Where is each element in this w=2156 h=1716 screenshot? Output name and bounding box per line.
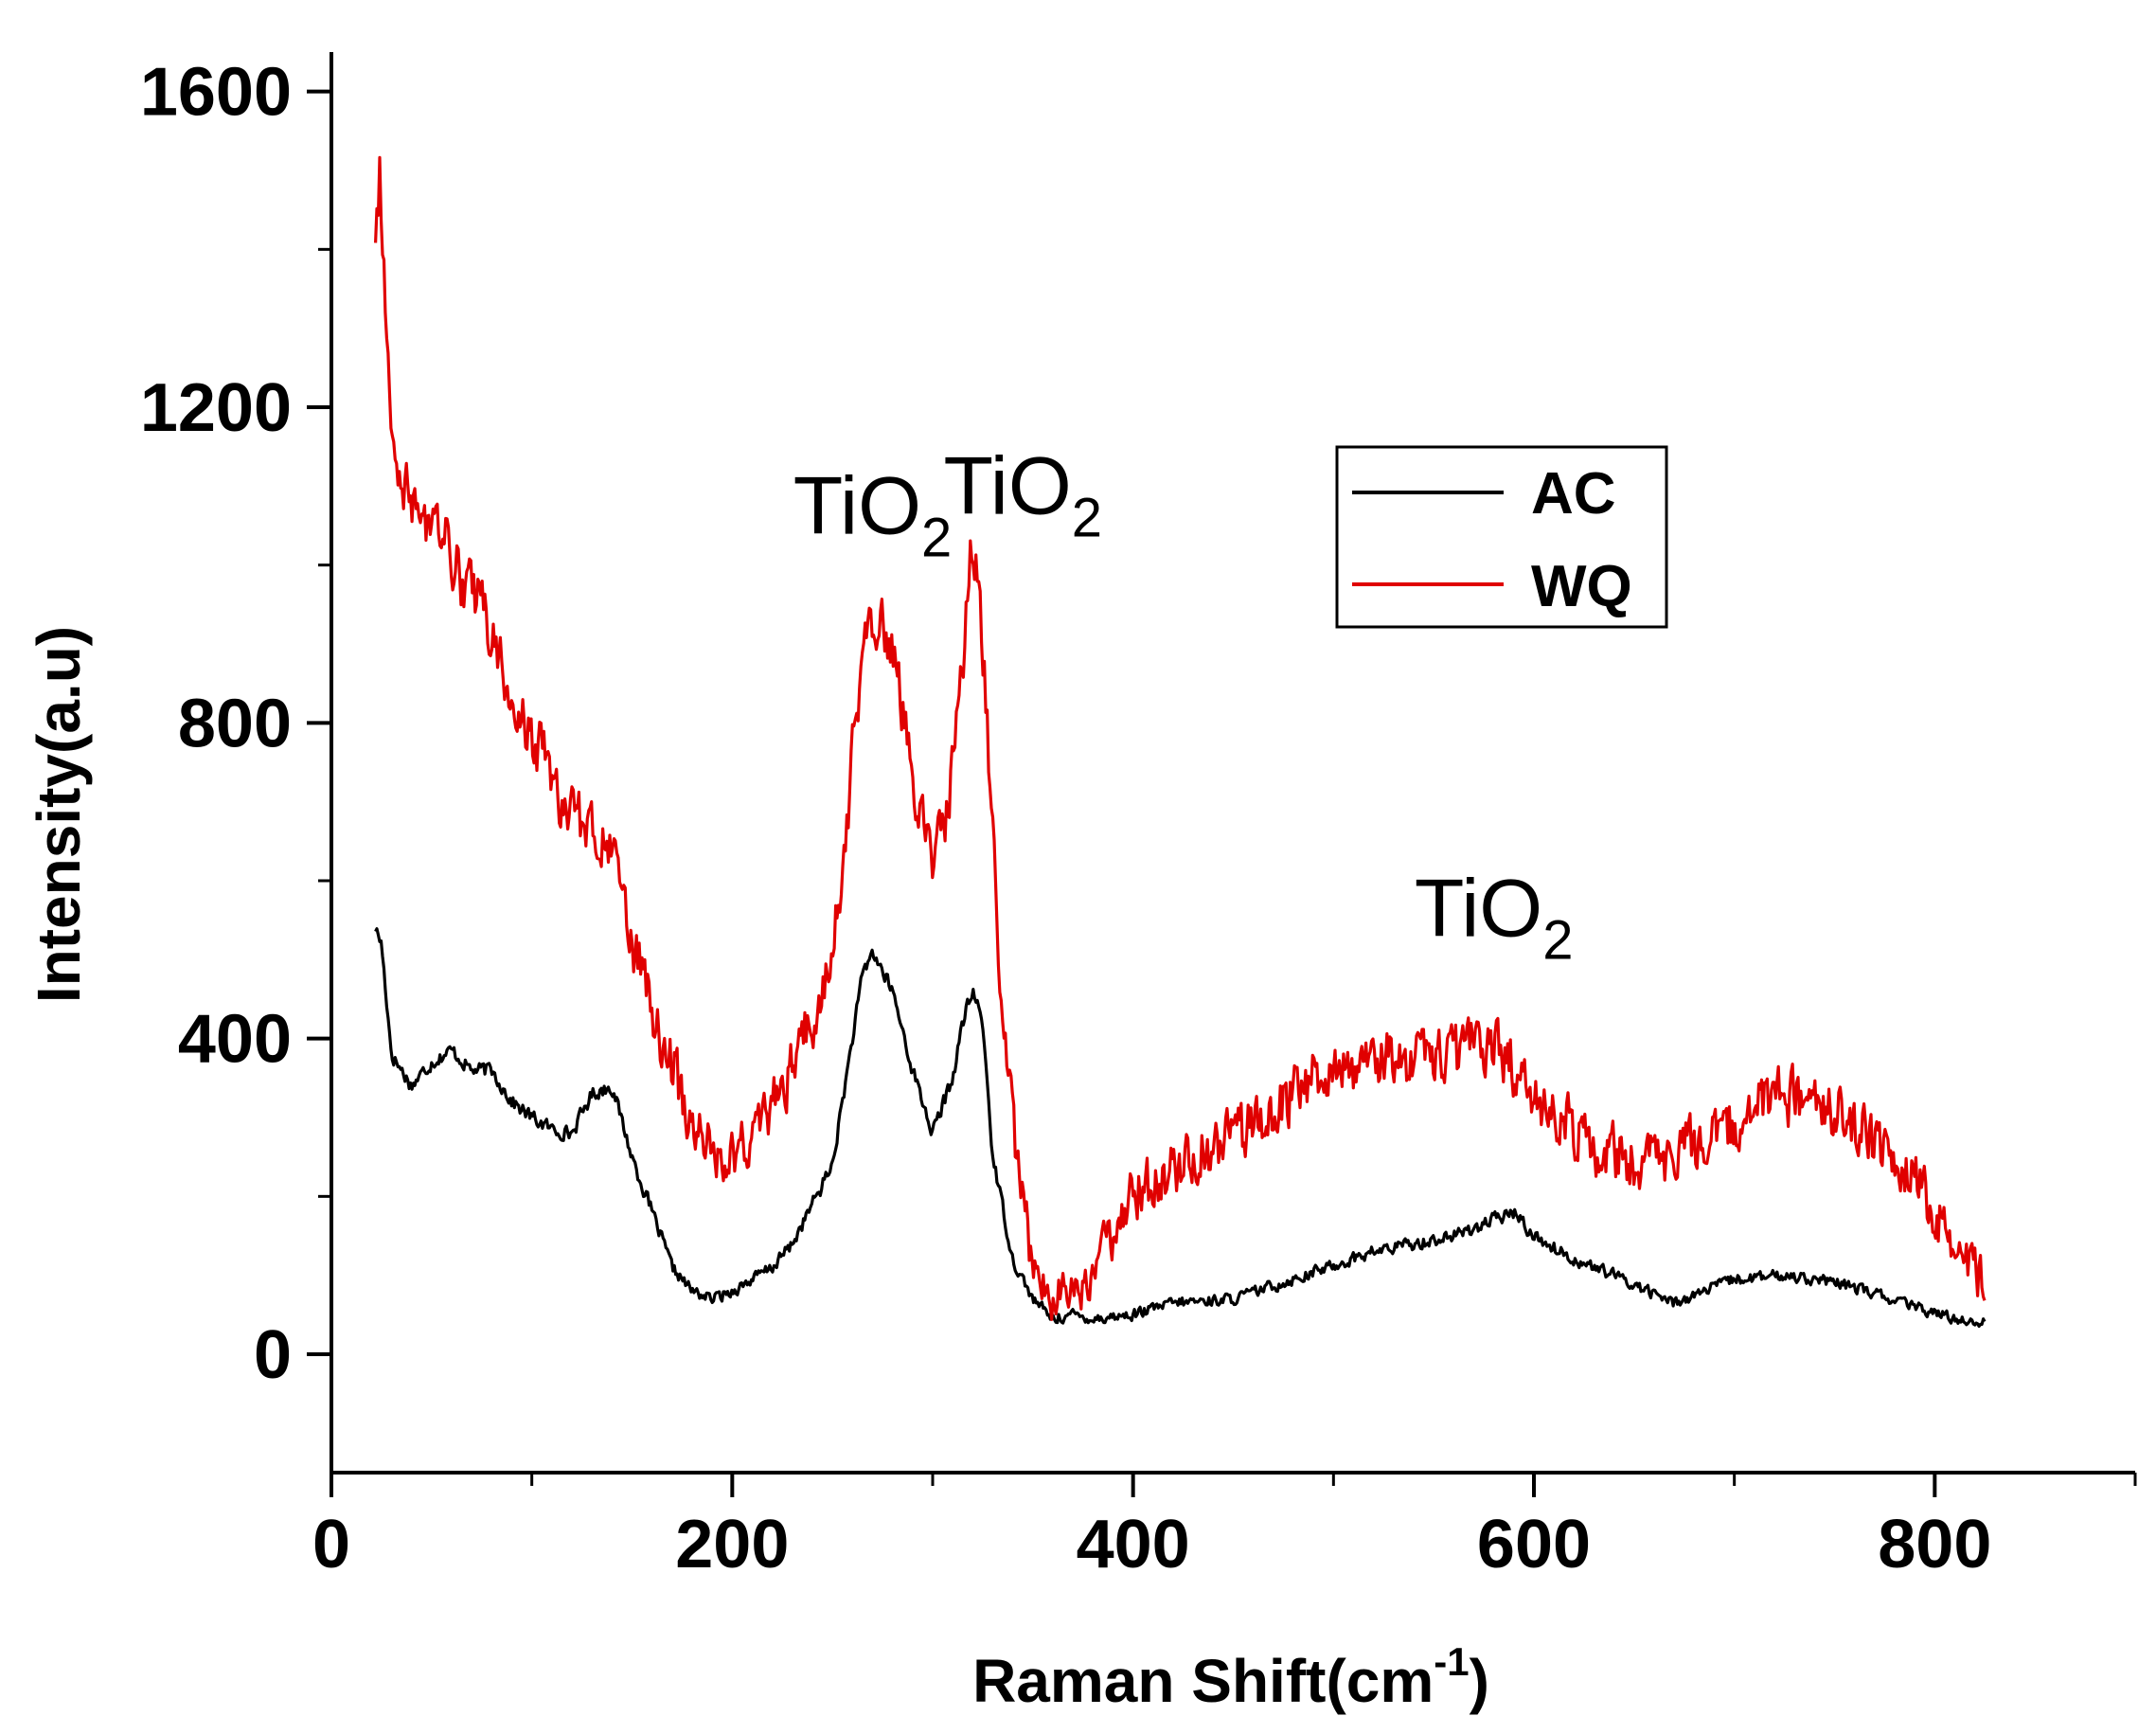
series-line-wq: [374, 155, 1987, 1321]
series-line-ac: [374, 927, 1987, 1329]
x-tick-label: 800: [1878, 1507, 1991, 1582]
legend: AC WQ: [1335, 445, 1668, 629]
annotation-tio2: TiO2: [793, 460, 953, 568]
legend-box: [1335, 445, 1668, 629]
x-ticks: 0 200 400 600 800: [312, 1473, 2137, 1582]
annotation-tio2: TiO2: [1415, 863, 1574, 971]
y-tick-label: 400: [178, 1002, 292, 1078]
series-group: [374, 155, 1987, 1329]
x-tick-label: 600: [1477, 1507, 1591, 1582]
x-axis-label: Raman Shift(cm-1): [972, 1639, 1489, 1715]
annotation-tio2: TiO2: [943, 441, 1102, 549]
y-tick-label: 800: [178, 686, 292, 761]
x-tick-label: 0: [312, 1507, 350, 1582]
legend-label-wq: WQ: [1531, 554, 1632, 619]
axes-group: 0 200 400 600 800 0 400 800 1200 1600: [140, 52, 2137, 1582]
legend-label-ac: AC: [1531, 461, 1616, 527]
y-ticks: 0 400 800 1200 1600: [140, 55, 331, 1393]
x-tick-label: 200: [675, 1507, 789, 1582]
x-tick-label: 400: [1077, 1507, 1190, 1582]
y-axis-label: Intensity(a.u): [25, 626, 93, 1003]
y-tick-label: 1600: [140, 55, 292, 131]
y-tick-label: 1200: [140, 370, 292, 446]
y-tick-label: 0: [254, 1317, 292, 1393]
